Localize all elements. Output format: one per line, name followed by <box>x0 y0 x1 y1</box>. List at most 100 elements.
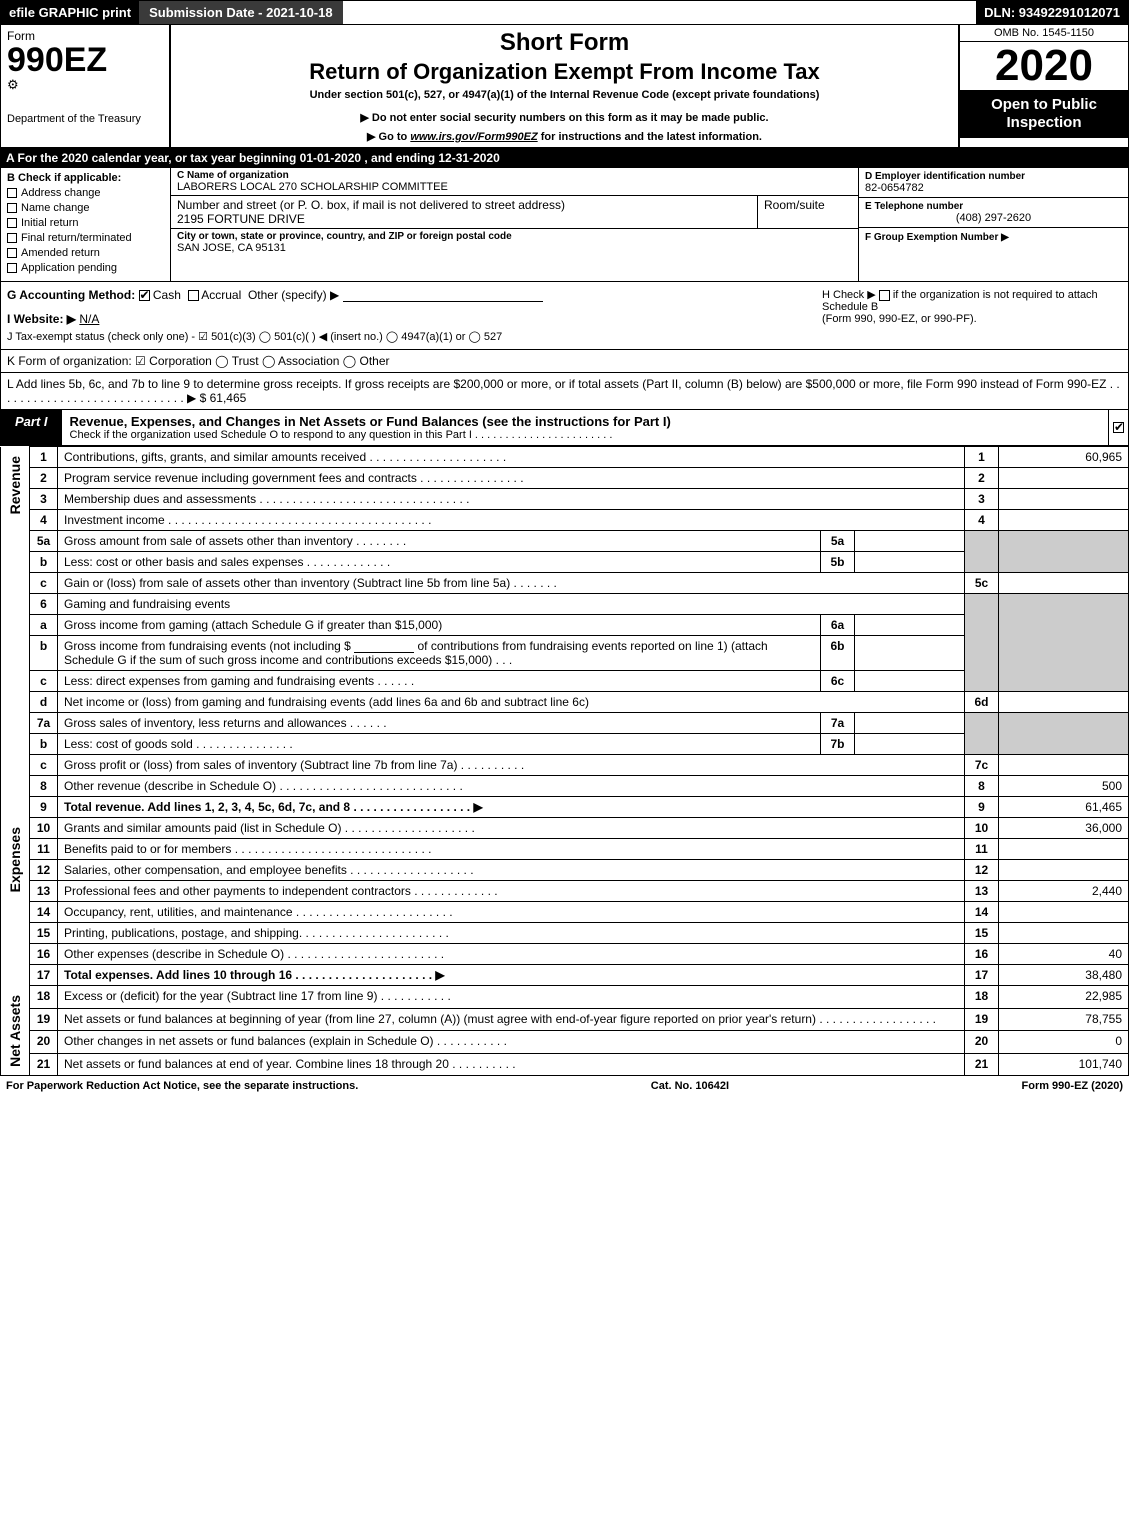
line-l: L Add lines 5b, 6c, and 7b to line 9 to … <box>0 373 1129 410</box>
greyamt-6 <box>999 594 1129 692</box>
do-not-enter-ssn: ▶ Do not enter social security numbers o… <box>179 111 950 124</box>
sub-7a: 7a <box>821 713 855 734</box>
ln-9: 9 <box>30 797 58 818</box>
desc-10: Grants and similar amounts paid (list in… <box>58 818 965 839</box>
goto-pre: ▶ Go to <box>367 131 410 143</box>
desc-7c: Gross profit or (loss) from sales of inv… <box>58 755 965 776</box>
ref-17: 17 <box>965 965 999 986</box>
box-ghij: G Accounting Method: Cash Accrual Other … <box>0 282 1129 350</box>
box-d: D Employer identification number 82-0654… <box>859 168 1128 198</box>
box-c: C Name of organization LABORERS LOCAL 27… <box>171 168 858 281</box>
amt-13: 2,440 <box>999 881 1129 902</box>
ln-6: 6 <box>30 594 58 615</box>
ln-12: 12 <box>30 860 58 881</box>
ref-12: 12 <box>965 860 999 881</box>
under-section: Under section 501(c), 527, or 4947(a)(1)… <box>179 89 950 101</box>
net-assets-side-label: Net Assets <box>7 989 23 1073</box>
submission-date: Submission Date - 2021-10-18 <box>139 1 343 24</box>
open-to-public: Open to Public Inspection <box>960 90 1128 138</box>
ref-21: 21 <box>965 1053 999 1076</box>
ln-6b: b <box>30 636 58 671</box>
amt-11 <box>999 839 1129 860</box>
desc-15: Printing, publications, postage, and shi… <box>58 923 965 944</box>
ln-7b: b <box>30 734 58 755</box>
desc-18: Excess or (deficit) for the year (Subtra… <box>58 986 965 1009</box>
grey-5 <box>965 531 999 573</box>
amt-17: 38,480 <box>999 965 1129 986</box>
ein-value: 82-0654782 <box>865 182 1122 194</box>
ln-5c: c <box>30 573 58 594</box>
subval-7b <box>855 734 965 755</box>
other-specify-input[interactable] <box>343 290 543 302</box>
sub-5a: 5a <box>821 531 855 552</box>
chk-amended-return[interactable]: Amended return <box>7 247 164 259</box>
irs-link[interactable]: www.irs.gov/Form990EZ <box>410 131 537 143</box>
dln-label: DLN: 93492291012071 <box>976 1 1128 24</box>
part-i-checkbox[interactable] <box>1108 410 1128 445</box>
ln-14: 14 <box>30 902 58 923</box>
ref-5c: 5c <box>965 573 999 594</box>
ln-19: 19 <box>30 1008 58 1031</box>
header-center: Short Form Return of Organization Exempt… <box>171 25 958 147</box>
tax-year: 2020 <box>960 42 1128 90</box>
footer-mid: Cat. No. 10642I <box>651 1080 729 1092</box>
header-right: OMB No. 1545-1150 2020 Open to Public In… <box>958 25 1128 147</box>
revenue-side-label: Revenue <box>7 450 23 520</box>
desc-6c: Less: direct expenses from gaming and fu… <box>58 671 821 692</box>
website-value: N/A <box>79 312 99 326</box>
ref-11: 11 <box>965 839 999 860</box>
line-k: K Form of organization: ☑ Corporation ◯ … <box>0 350 1129 373</box>
lines-table: Revenue 1 Contributions, gifts, grants, … <box>0 446 1129 1076</box>
desc-13: Professional fees and other payments to … <box>58 881 965 902</box>
desc-5b: Less: cost or other basis and sales expe… <box>58 552 821 573</box>
return-title: Return of Organization Exempt From Incom… <box>179 59 950 85</box>
desc-20: Other changes in net assets or fund bala… <box>58 1031 965 1054</box>
street-label: Number and street (or P. O. box, if mail… <box>177 198 751 212</box>
chk-name-change[interactable]: Name change <box>7 202 164 214</box>
ref-2: 2 <box>965 468 999 489</box>
amt-5c <box>999 573 1129 594</box>
amt-3 <box>999 489 1129 510</box>
sub-7b: 7b <box>821 734 855 755</box>
ref-6d: 6d <box>965 692 999 713</box>
chk-h[interactable] <box>879 290 890 301</box>
ln-16: 16 <box>30 944 58 965</box>
desc-6d: Net income or (loss) from gaming and fun… <box>58 692 965 713</box>
desc-9: Total revenue. Add lines 1, 2, 3, 4, 5c,… <box>58 797 965 818</box>
phone-value: (408) 297-2620 <box>865 212 1122 224</box>
chk-final-return[interactable]: Final return/terminated <box>7 232 164 244</box>
box-def: D Employer identification number 82-0654… <box>858 168 1128 281</box>
ref-14: 14 <box>965 902 999 923</box>
form-header: Form 990EZ ⚙ Department of the Treasury … <box>0 25 1129 148</box>
short-form-title: Short Form <box>179 29 950 57</box>
desc-2: Program service revenue including govern… <box>58 468 965 489</box>
efile-label: efile GRAPHIC print <box>1 1 139 24</box>
sub-5b: 5b <box>821 552 855 573</box>
desc-21: Net assets or fund balances at end of ye… <box>58 1053 965 1076</box>
line-l-value: 61,465 <box>210 391 247 405</box>
amt-4 <box>999 510 1129 531</box>
desc-1: Contributions, gifts, grants, and simila… <box>58 447 965 468</box>
page-footer: For Paperwork Reduction Act Notice, see … <box>0 1076 1129 1096</box>
group-exemption-label: F Group Exemption Number ▶ <box>865 232 1009 243</box>
org-name-cell: C Name of organization LABORERS LOCAL 27… <box>171 168 858 196</box>
amt-6d <box>999 692 1129 713</box>
chk-application-pending[interactable]: Application pending <box>7 262 164 274</box>
part-i-title: Revenue, Expenses, and Changes in Net As… <box>62 410 1108 445</box>
chk-accrual[interactable] <box>188 290 199 301</box>
chk-initial-return[interactable]: Initial return <box>7 217 164 229</box>
desc-6: Gaming and fundraising events <box>58 594 965 615</box>
g-label: G Accounting Method: <box>7 288 135 302</box>
tax-period-strip: A For the 2020 calendar year, or tax yea… <box>0 148 1129 168</box>
amt-1: 60,965 <box>999 447 1129 468</box>
chk-address-change[interactable]: Address change <box>7 187 164 199</box>
chk-cash[interactable] <box>139 290 150 301</box>
room-label: Room/suite <box>764 198 852 212</box>
line-h: H Check ▶ if the organization is not req… <box>822 288 1122 325</box>
expenses-side-label: Expenses <box>7 821 23 898</box>
amt-19: 78,755 <box>999 1008 1129 1031</box>
subval-6a <box>855 615 965 636</box>
ref-3: 3 <box>965 489 999 510</box>
omb-number: OMB No. 1545-1150 <box>960 25 1128 42</box>
ln-6a: a <box>30 615 58 636</box>
